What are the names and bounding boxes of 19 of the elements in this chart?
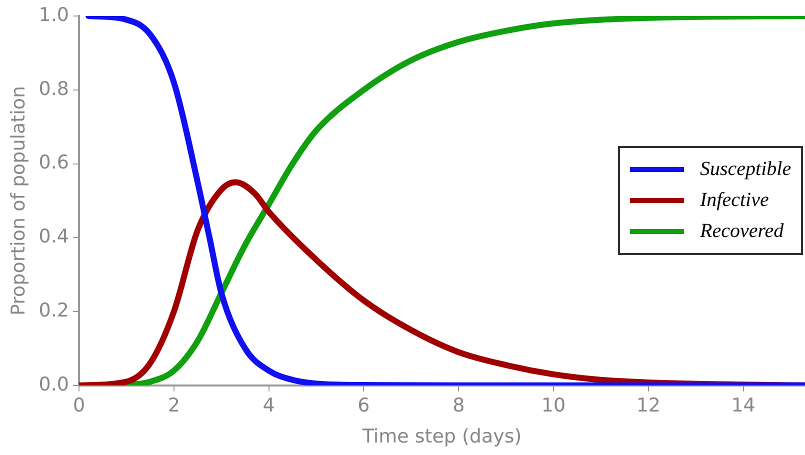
y-tick-label: 0.8	[38, 78, 70, 100]
x-tick-label: 6	[358, 394, 370, 417]
y-axis-title: Proportion of population	[7, 86, 30, 316]
y-tick-label: 0.6	[38, 152, 70, 174]
legend-label: Infective	[700, 189, 769, 212]
x-axis-title: Time step (days)	[361, 426, 522, 448]
x-tick-label: 12	[636, 394, 661, 417]
y-tick-label: 0.2	[38, 299, 70, 322]
x-tick-label: 14	[731, 394, 756, 417]
x-tick-label: 8	[452, 394, 465, 417]
legend-label: Recovered	[700, 220, 784, 244]
x-tick-label: 0	[72, 394, 86, 417]
y-tick-label: 1.0	[38, 4, 70, 26]
legend-label: Susceptible	[700, 158, 792, 182]
x-tick-label: 4	[262, 394, 275, 417]
x-tick-label: 2	[168, 394, 180, 417]
y-tick-label: 0.0	[38, 373, 70, 396]
y-tick-label: 0.4	[38, 226, 70, 248]
x-tick-label: 10	[541, 394, 566, 417]
